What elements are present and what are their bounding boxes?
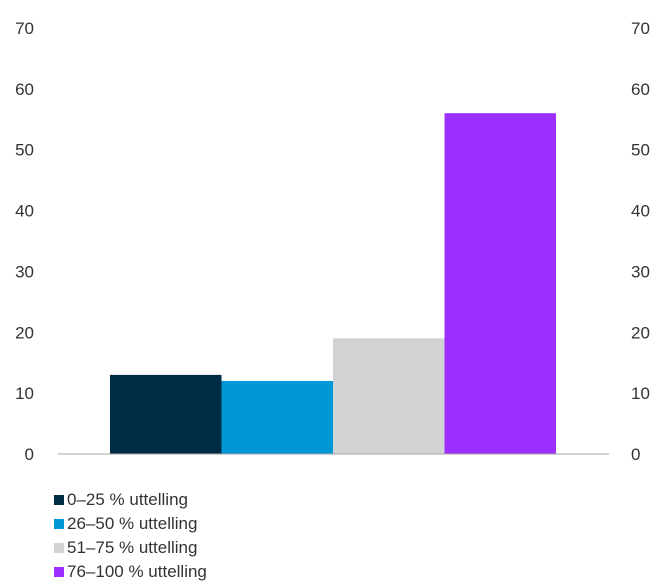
- legend-swatch: [54, 567, 64, 577]
- legend-swatch: [54, 519, 64, 529]
- y-tick-label-right: 20: [631, 323, 650, 342]
- legend: 0–25 % uttelling 26–50 % uttelling 51–75 %…: [54, 488, 207, 584]
- legend-item: 76–100 % uttelling: [54, 560, 207, 584]
- legend-label: 26–50 % uttelling: [67, 514, 198, 533]
- bar-4: [444, 113, 556, 454]
- y-tick-label-left: 40: [15, 202, 34, 221]
- bar-3: [333, 338, 445, 454]
- y-tick-label-left: 50: [15, 141, 34, 160]
- legend-label: 51–75 % uttelling: [67, 538, 198, 557]
- y-tick-label-right: 40: [631, 202, 650, 221]
- bar-2: [221, 380, 333, 454]
- bar-1: [110, 374, 222, 454]
- y-tick-label-left: 30: [15, 262, 34, 281]
- legend-swatch: [54, 495, 64, 505]
- legend-label: 76–100 % uttelling: [67, 562, 207, 581]
- y-tick-label-right: 0: [631, 445, 640, 464]
- chart-plot: 0 0 10 10 20 20 30 30 40 40 50 50 60 60 70 70: [15, 19, 650, 464]
- y-tick-label-right: 70: [631, 19, 650, 38]
- y-tick-label-right: 30: [631, 262, 650, 281]
- y-tick-label-left: 60: [15, 80, 34, 99]
- y-tick-label-right: 60: [631, 80, 650, 99]
- y-tick-label-right: 50: [631, 141, 650, 160]
- legend-swatch: [54, 543, 64, 553]
- y-tick-label-left: 20: [15, 323, 34, 342]
- y-tick-label-left: 0: [25, 445, 34, 464]
- legend-item: 0–25 % uttelling: [54, 488, 207, 512]
- y-tick-label-left: 10: [15, 384, 34, 403]
- y-tick-label-right: 10: [631, 384, 650, 403]
- legend-item: 26–50 % uttelling: [54, 512, 207, 536]
- legend-item: 51–75 % uttelling: [54, 536, 207, 560]
- y-tick-label-left: 70: [15, 19, 34, 38]
- legend-label: 0–25 % uttelling: [67, 490, 188, 509]
